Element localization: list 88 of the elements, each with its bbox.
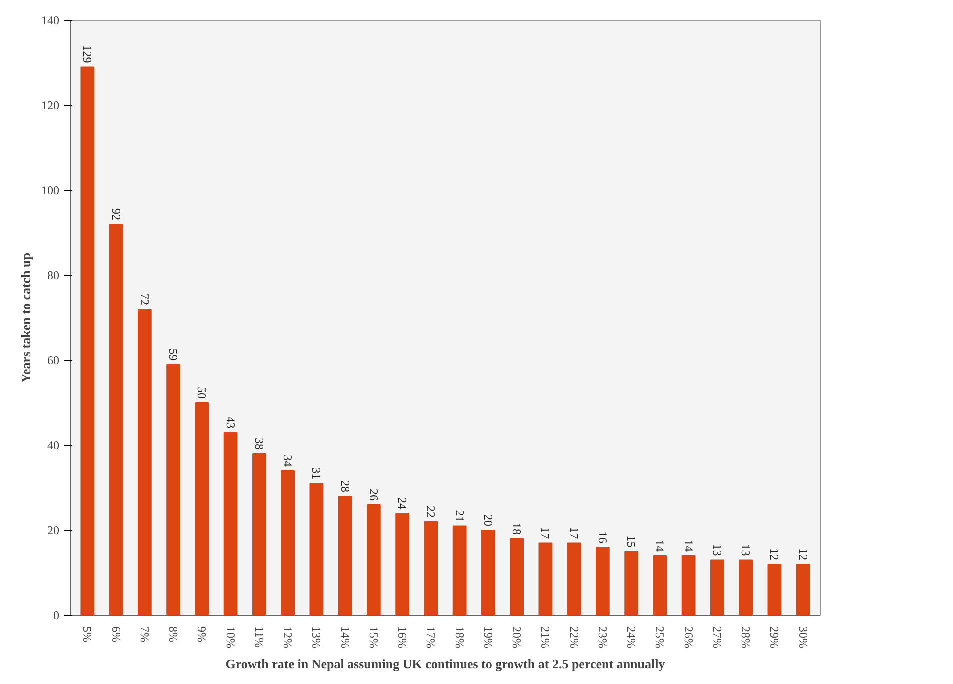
data-label: 17 bbox=[567, 527, 582, 540]
x-tick-label: 26% bbox=[682, 626, 696, 648]
x-tick-label: 30% bbox=[796, 626, 810, 648]
y-tick-label: 140 bbox=[42, 14, 60, 28]
bar bbox=[567, 542, 582, 616]
y-tick-label: 40 bbox=[48, 438, 60, 452]
bar bbox=[338, 496, 352, 616]
bar bbox=[710, 560, 724, 616]
x-tick-label: 8% bbox=[166, 626, 181, 642]
data-label: 21 bbox=[452, 510, 467, 522]
data-label: 16 bbox=[596, 532, 610, 544]
data-label: 15 bbox=[624, 536, 639, 548]
bar bbox=[452, 526, 467, 616]
data-label: 14 bbox=[653, 540, 668, 552]
x-tick-label: 18% bbox=[452, 626, 467, 648]
data-label: 38 bbox=[252, 438, 266, 450]
data-label: 43 bbox=[224, 416, 238, 429]
y-tick-label: 20 bbox=[48, 524, 60, 538]
bar bbox=[510, 538, 524, 616]
x-tick-label: 27% bbox=[710, 626, 724, 648]
data-label: 18 bbox=[510, 523, 524, 535]
bar bbox=[624, 551, 639, 616]
bar bbox=[224, 432, 238, 616]
data-label: 129 bbox=[80, 45, 95, 64]
bar bbox=[281, 470, 295, 616]
x-tick-label: 13% bbox=[310, 626, 324, 648]
x-tick-label: 29% bbox=[768, 626, 782, 648]
bar bbox=[538, 542, 553, 616]
y-tick-label: 80 bbox=[48, 268, 60, 282]
x-axis-title: Growth rate in Nepal assuming UK continues to growth at 2.5 percent annually bbox=[226, 656, 666, 672]
bar bbox=[80, 66, 95, 616]
x-tick-label: 14% bbox=[338, 626, 352, 648]
data-label: 17 bbox=[538, 527, 553, 540]
data-label: 34 bbox=[281, 455, 296, 467]
bar bbox=[310, 483, 324, 616]
y-tick-label: 100 bbox=[42, 184, 60, 198]
data-label: 59 bbox=[166, 348, 181, 361]
data-label: 92 bbox=[109, 208, 124, 220]
x-tick-label: 17% bbox=[424, 626, 438, 648]
data-label: 13 bbox=[710, 544, 724, 556]
bar bbox=[653, 556, 668, 616]
data-label: 13 bbox=[739, 544, 754, 556]
bar bbox=[482, 530, 496, 616]
x-tick-label: 28% bbox=[739, 626, 754, 648]
data-label: 14 bbox=[682, 540, 696, 552]
bar bbox=[596, 547, 610, 616]
data-label: 50 bbox=[195, 387, 210, 399]
data-label: 12 bbox=[768, 548, 782, 560]
x-tick-label: 7% bbox=[138, 626, 152, 642]
bar bbox=[682, 556, 696, 616]
x-tick-label: 25% bbox=[653, 626, 668, 648]
bar bbox=[424, 522, 438, 616]
x-tick-label: 22% bbox=[567, 626, 582, 648]
x-tick-label: 15% bbox=[366, 626, 381, 648]
data-label: 26 bbox=[366, 489, 381, 501]
bar bbox=[796, 564, 810, 616]
y-axis-title: Years taken to catch up bbox=[18, 252, 34, 383]
bar bbox=[109, 224, 124, 616]
data-label: 28 bbox=[338, 480, 352, 492]
bar bbox=[366, 504, 381, 616]
data-label: 24 bbox=[396, 498, 410, 510]
data-label: 31 bbox=[310, 468, 324, 480]
x-tick-label: 24% bbox=[624, 626, 639, 648]
x-tick-label: 19% bbox=[481, 626, 496, 648]
x-tick-label: 16% bbox=[396, 626, 410, 648]
bar bbox=[166, 364, 180, 616]
bar bbox=[396, 513, 410, 616]
y-tick-label: 0 bbox=[54, 608, 60, 622]
bar bbox=[195, 402, 210, 616]
x-tick-label: 11% bbox=[252, 626, 266, 648]
data-label: 22 bbox=[424, 506, 438, 518]
x-tick-label: 10% bbox=[224, 626, 238, 648]
y-tick-label: 60 bbox=[48, 354, 60, 368]
x-tick-label: 21% bbox=[538, 626, 553, 648]
bar bbox=[138, 309, 152, 616]
y-tick-label: 120 bbox=[42, 98, 60, 112]
x-tick-label: 12% bbox=[281, 626, 296, 648]
bar bbox=[252, 454, 266, 616]
bar bbox=[739, 560, 754, 616]
x-tick-label: 5% bbox=[80, 626, 95, 642]
data-label: 72 bbox=[138, 294, 152, 306]
x-tick-label: 9% bbox=[195, 626, 210, 642]
data-label: 12 bbox=[796, 548, 810, 560]
x-tick-label: 23% bbox=[596, 626, 610, 648]
data-label: 20 bbox=[481, 514, 496, 526]
bar bbox=[768, 564, 782, 616]
x-tick-label: 6% bbox=[109, 626, 124, 642]
x-tick-label: 20% bbox=[510, 626, 524, 648]
